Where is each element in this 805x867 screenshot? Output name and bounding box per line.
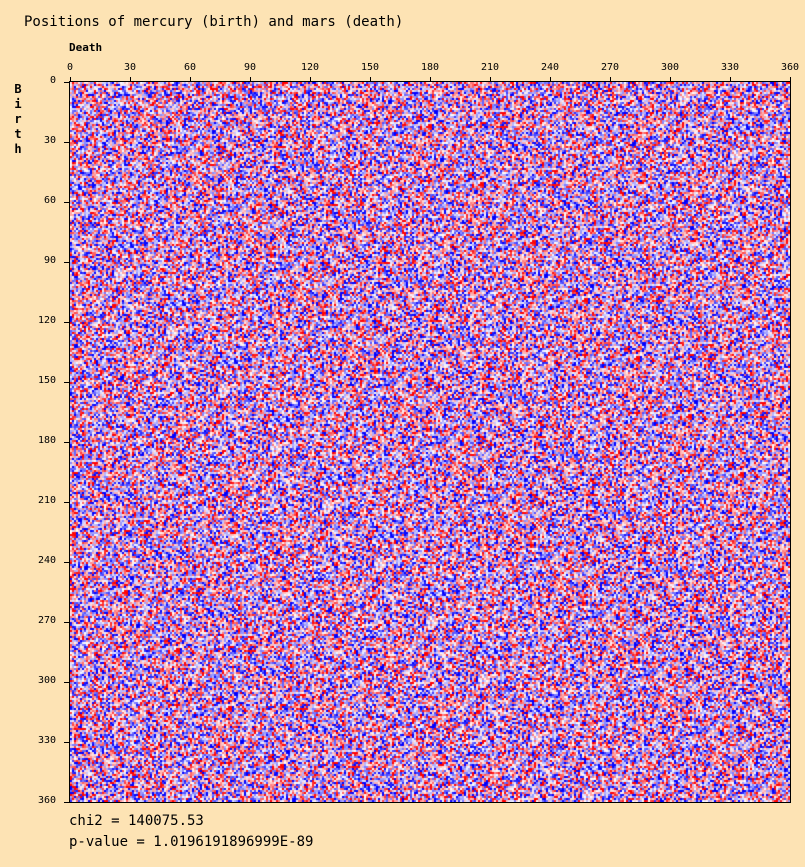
- p-value-stat: p-value = 1.0196191896999E-89: [69, 834, 314, 850]
- x-tick-label: 360: [781, 62, 800, 73]
- y-tick-label: 330: [38, 735, 57, 746]
- x-tick-label: 210: [481, 62, 500, 73]
- x-tick-label: 60: [184, 62, 197, 73]
- x-tick-label: 0: [67, 62, 74, 73]
- y-tick-label: 240: [38, 555, 57, 566]
- y-tick-label: 360: [38, 795, 57, 806]
- y-tick-label: 210: [38, 495, 57, 506]
- x-tick-label: 240: [541, 62, 560, 73]
- chart-title: Positions of mercury (birth) and mars (d…: [24, 14, 404, 30]
- y-tick-label: 60: [44, 195, 57, 206]
- y-tick-label: 180: [38, 435, 57, 446]
- y-tick-label: 300: [38, 675, 57, 686]
- x-tick-label: 180: [421, 62, 440, 73]
- x-axis-label: Death: [69, 41, 103, 54]
- y-tick-label: 270: [38, 615, 57, 626]
- x-tick-label: 90: [244, 62, 257, 73]
- x-tick-label: 120: [301, 62, 320, 73]
- y-axis-label: Birth: [14, 82, 22, 156]
- y-tick-label: 90: [44, 255, 57, 266]
- x-tick-label: 330: [721, 62, 740, 73]
- chi2-stat: chi2 = 140075.53: [69, 813, 204, 829]
- y-tick-label: 0: [50, 75, 57, 86]
- x-tick-label: 270: [601, 62, 620, 73]
- x-tick-label: 30: [124, 62, 137, 73]
- heatmap-cells: [69, 81, 791, 803]
- x-tick-label: 300: [661, 62, 680, 73]
- y-tick-label: 30: [44, 135, 57, 146]
- x-tick-label: 150: [361, 62, 380, 73]
- y-tick-label: 150: [38, 375, 57, 386]
- y-tick-label: 120: [38, 315, 57, 326]
